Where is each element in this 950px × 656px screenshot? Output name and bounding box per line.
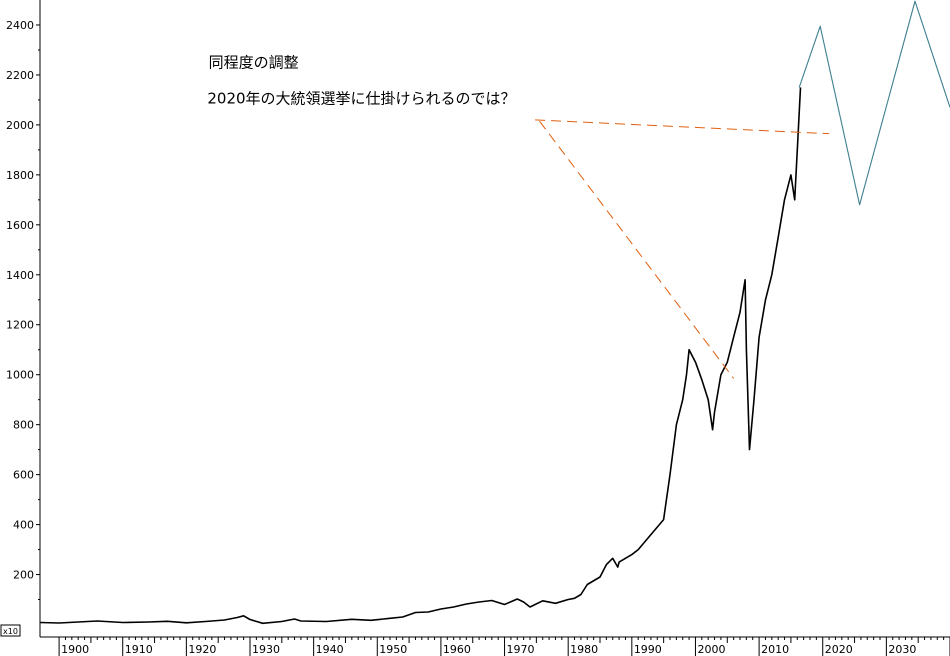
scale-box-label: x10	[3, 627, 18, 636]
x-tick-label-2020: 2020	[825, 643, 853, 656]
x-axis: 1900 1910 1920 1930 1940 1950 1960 1970 1980 1990…	[58, 637, 950, 656]
x-tick-label-1980: 1980	[570, 643, 598, 656]
plot-area	[39, 0, 950, 625]
x-tick-label-1950: 1950	[379, 643, 407, 656]
y-tick-label-600: 600	[13, 469, 34, 482]
y-tick-label-1000: 1000	[6, 369, 34, 382]
x-tick-label-2000: 2000	[697, 643, 725, 656]
y-tick-label-400: 400	[13, 519, 34, 532]
x-tick-label-1910: 1910	[125, 643, 153, 656]
y-tick-label-1200: 1200	[6, 319, 34, 332]
x-tick-label-1970: 1970	[507, 643, 535, 656]
y-tick-label-200: 200	[13, 569, 34, 582]
annotation-layer: 同程度の調整 2020年の大統領選挙に仕掛けられるのでは？	[207, 53, 830, 379]
annotation-text-2: 2020年の大統領選挙に仕掛けられるのでは？	[207, 90, 515, 108]
x-tick-label-1990: 1990	[634, 643, 662, 656]
x-tick-label-1900: 1900	[61, 643, 89, 656]
x-tick-label-1960: 1960	[443, 643, 471, 656]
x-tick-label-2010: 2010	[761, 643, 789, 656]
y-tick-label-2000: 2000	[6, 119, 34, 132]
y-tick-label-1600: 1600	[6, 219, 34, 232]
x-tick-label-1920: 1920	[188, 643, 216, 656]
series-line-projection	[798, 0, 950, 206]
y-tick-label-2200: 2200	[6, 69, 34, 82]
series-line-index	[39, 87, 802, 625]
y-tick-label-1800: 1800	[6, 169, 34, 182]
guide-line-2	[539, 120, 735, 379]
x-tick-label-1940: 1940	[316, 643, 344, 656]
annotation-text-1: 同程度の調整	[209, 53, 299, 71]
x-tick-label-2030: 2030	[888, 643, 916, 656]
x-tick-label-1930: 1930	[252, 643, 280, 656]
y-axis: 200 400 600 800 1000 1200 1400 1600 1800 2000 2200…	[6, 19, 40, 601]
scale-box: x10	[0, 624, 21, 637]
y-tick-label-800: 800	[13, 419, 34, 432]
y-tick-label-2400: 2400	[6, 19, 34, 32]
y-tick-label-1400: 1400	[6, 269, 34, 282]
guide-line-1	[535, 119, 830, 135]
